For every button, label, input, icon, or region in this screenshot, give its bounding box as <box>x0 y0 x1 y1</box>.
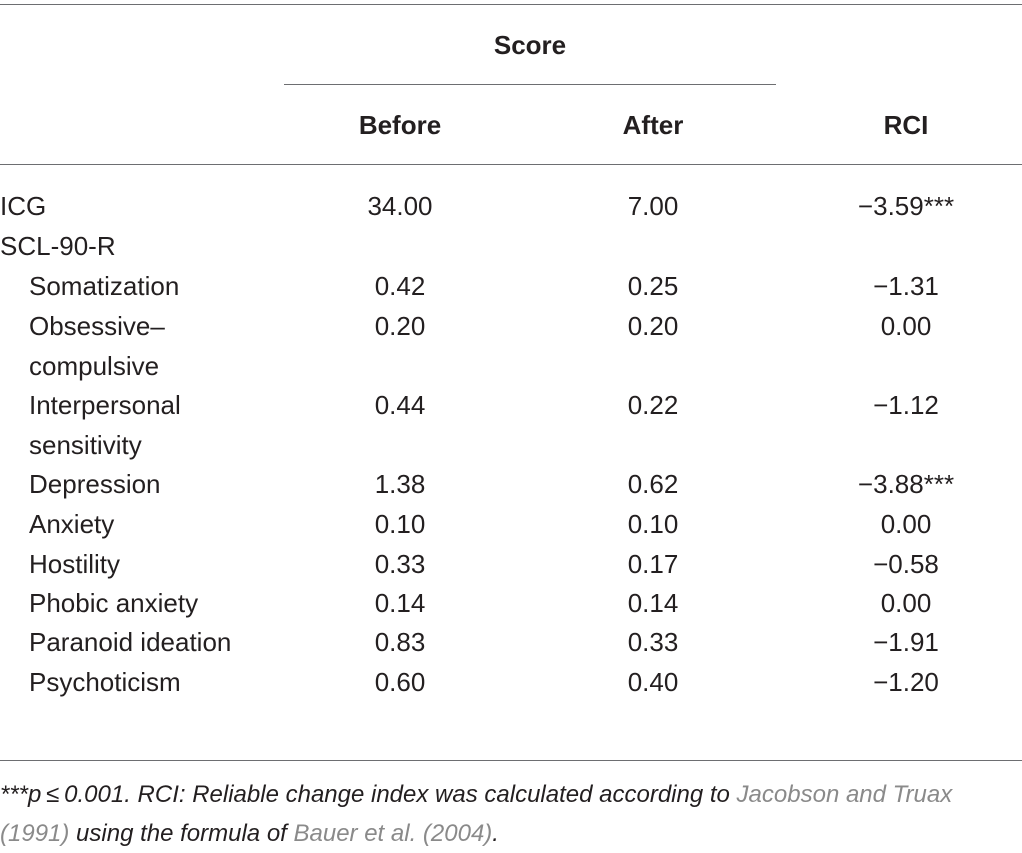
row-label: Hostility <box>29 549 121 579</box>
before-value: 0.60 <box>374 667 426 697</box>
table-row: ICG 34.00 7.00 −3.59*** <box>0 186 1022 226</box>
table-bottom-rule <box>0 760 1022 761</box>
citation-link-jacobson-truax[interactable]: Jacobson and Truax (1991) <box>0 781 953 847</box>
row-label: Obsessive– compulsive <box>29 306 165 386</box>
row-label-line2: sensitivity <box>29 430 142 460</box>
after-value: 0.14 <box>627 588 679 618</box>
rci-value: −0.58 <box>873 549 939 579</box>
table-row: Psychoticism 0.60 0.40 −1.20 <box>0 662 1022 702</box>
table-top-rule <box>0 4 1022 5</box>
rci-value: −1.31 <box>873 271 939 301</box>
row-label-line1: Obsessive– <box>29 311 165 341</box>
before-value: 0.14 <box>374 588 426 618</box>
table-row: Phobic anxiety 0.14 0.14 0.00 <box>0 583 1022 623</box>
table-row: Hostility 0.33 0.17 −0.58 <box>0 544 1022 584</box>
row-label-line2: compulsive <box>29 351 160 381</box>
row-label: Paranoid ideation <box>29 627 232 657</box>
footnote-text: using the formula of <box>69 820 294 847</box>
row-label: Anxiety <box>29 509 115 539</box>
row-label: SCL-90-R <box>0 231 116 261</box>
before-value: 0.10 <box>374 509 426 539</box>
rci-value: 0.00 <box>880 311 932 341</box>
table-row: Depression 1.38 0.62 −3.88*** <box>0 464 1022 504</box>
rci-value: 0.00 <box>880 588 932 618</box>
before-value: 0.20 <box>374 311 426 341</box>
after-value: 0.25 <box>627 271 679 301</box>
rci-column-header: RCI <box>883 110 929 140</box>
row-label: Interpersonal sensitivity <box>29 385 181 465</box>
footnote-text: . <box>492 820 499 847</box>
before-value: 0.42 <box>374 271 426 301</box>
after-value: 0.22 <box>627 390 679 420</box>
after-value: 0.20 <box>627 311 679 341</box>
after-value: 0.33 <box>627 627 679 657</box>
before-value: 34.00 <box>367 191 433 221</box>
rci-value: −3.88*** <box>857 469 955 499</box>
table-row: SCL-90-R <box>0 226 1022 266</box>
score-group-header: Score <box>493 30 567 60</box>
before-column-header: Before <box>358 110 442 140</box>
header-bottom-rule <box>0 164 1022 165</box>
footnote-text: ***p ≤ 0.001. RCI: Reliable change index… <box>0 781 737 808</box>
before-value: 1.38 <box>374 469 426 499</box>
score-group-rule <box>284 84 776 85</box>
table-footnote: ***p ≤ 0.001. RCI: Reliable change index… <box>0 775 1010 853</box>
rci-value: −1.20 <box>873 667 939 697</box>
table-row: Anxiety 0.10 0.10 0.00 <box>0 504 1022 544</box>
after-value: 7.00 <box>627 191 679 221</box>
after-value: 0.62 <box>627 469 679 499</box>
table-row: Paranoid ideation 0.83 0.33 −1.91 <box>0 622 1022 662</box>
after-value: 0.40 <box>627 667 679 697</box>
row-label-line1: Interpersonal <box>29 390 181 420</box>
rci-value: 0.00 <box>880 509 932 539</box>
after-column-header: After <box>622 110 684 140</box>
table-row: Obsessive– compulsive 0.20 0.20 0.00 <box>0 306 1022 381</box>
row-label: Depression <box>29 469 161 499</box>
before-value: 0.33 <box>374 549 426 579</box>
row-label: Psychoticism <box>29 667 181 697</box>
before-value: 0.83 <box>374 627 426 657</box>
row-label: ICG <box>0 191 47 221</box>
after-value: 0.17 <box>627 549 679 579</box>
table-row: Interpersonal sensitivity 0.44 0.22 −1.1… <box>0 385 1022 460</box>
citation-link-bauer[interactable]: Bauer et al. (2004) <box>293 820 493 847</box>
row-label: Phobic anxiety <box>29 588 199 618</box>
row-label: Somatization <box>29 271 180 301</box>
rci-value: −3.59*** <box>857 191 955 221</box>
table-row: Somatization 0.42 0.25 −1.31 <box>0 266 1022 306</box>
before-value: 0.44 <box>374 390 426 420</box>
after-value: 0.10 <box>627 509 679 539</box>
rci-value: −1.91 <box>873 627 939 657</box>
rci-value: −1.12 <box>873 390 939 420</box>
